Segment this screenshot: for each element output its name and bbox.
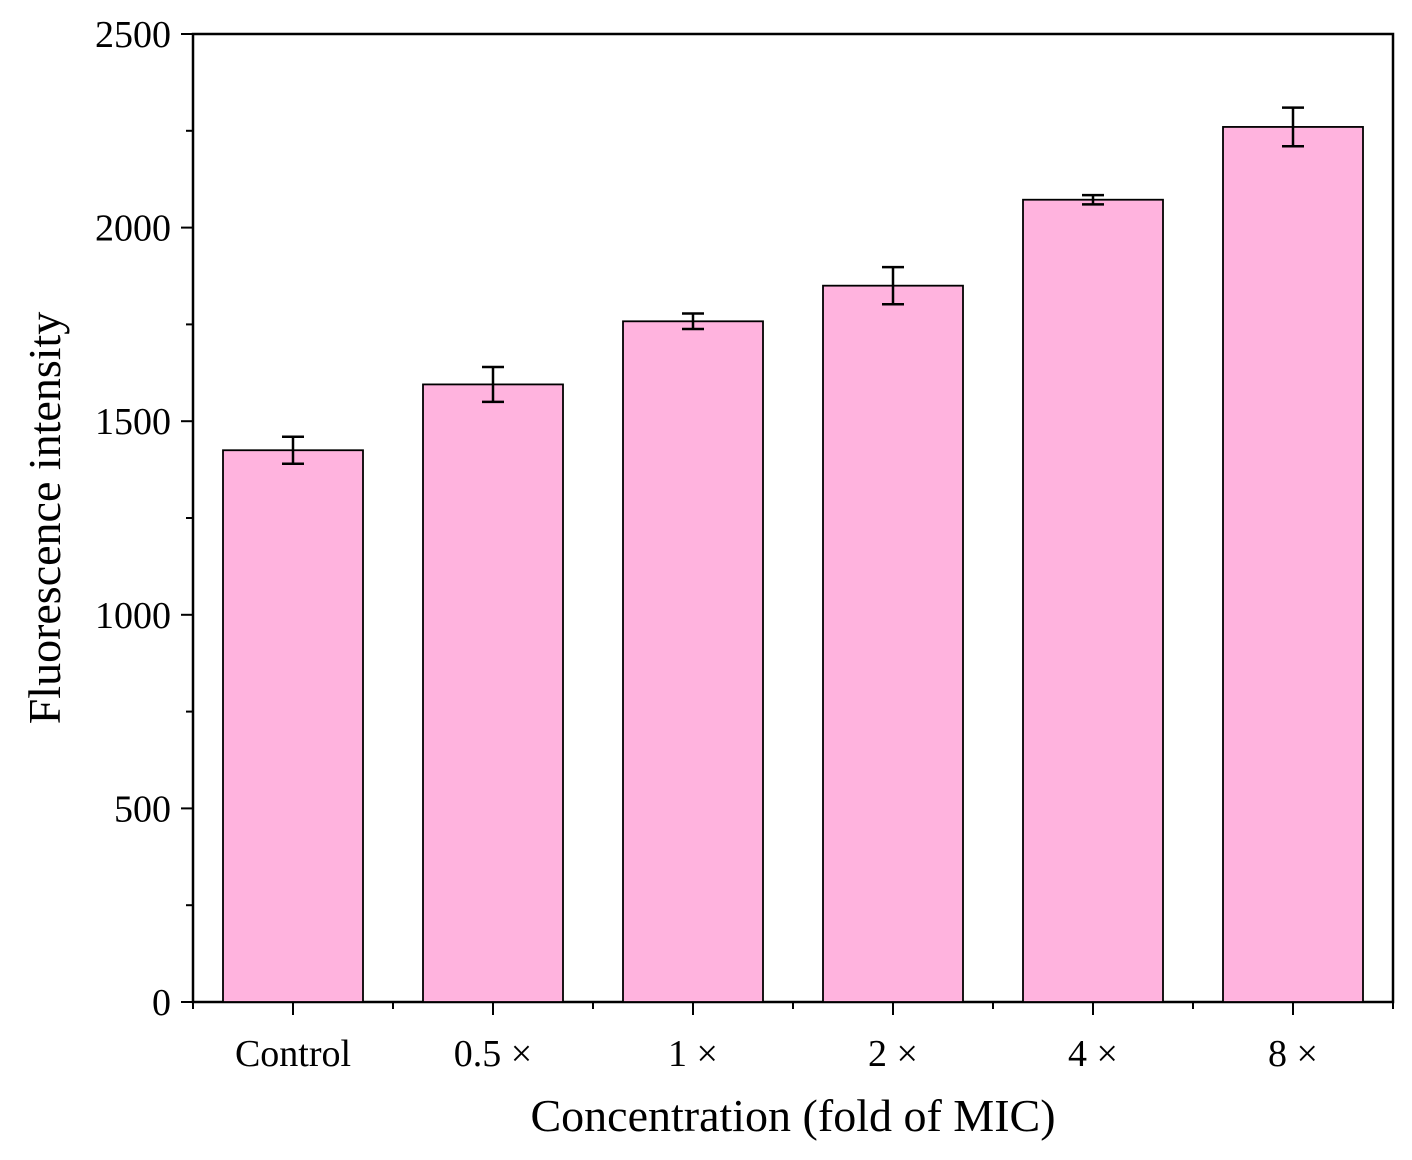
y-tick-label-3: 1500: [95, 401, 171, 443]
error-bar-5: [1282, 106, 1304, 148]
x-axis-title: Concentration (fold of MIC): [530, 1090, 1055, 1141]
bar-3: [822, 284, 964, 1003]
bar-4: [1022, 198, 1164, 1003]
error-bars-group: [282, 106, 1304, 466]
bars-group: [222, 126, 1364, 1003]
x-tick-label-1: 0.5 ×: [454, 1033, 532, 1075]
x-tick-label-2: 1 ×: [668, 1033, 718, 1075]
y-axis: 0 500 1000 1500 2000 2500: [95, 14, 193, 1024]
error-bar-1: [482, 365, 504, 404]
bar-0: [222, 449, 364, 1003]
bar-2: [622, 320, 764, 1003]
error-bar-2: [682, 312, 704, 331]
y-tick-label-0: 0: [152, 982, 171, 1024]
x-tick-label-5: 8 ×: [1268, 1033, 1318, 1075]
x-axis: Control 0.5 × 1 × 2 × 4 × 8 ×: [192, 1002, 1394, 1075]
bar-1: [422, 383, 564, 1003]
plot-border: [191, 32, 1395, 1004]
bar-5: [1222, 126, 1364, 1003]
y-tick-label-2: 1000: [95, 595, 171, 637]
error-bar-3: [882, 265, 904, 306]
x-tick-label-3: 2 ×: [868, 1033, 918, 1075]
y-axis-title: Fluorescence intensity: [19, 312, 70, 725]
y-tick-label-1: 500: [114, 788, 171, 830]
error-bar-4: [1082, 193, 1104, 206]
x-tick-label-0: Control: [235, 1033, 351, 1075]
error-bar-0: [282, 435, 304, 466]
plot-frame: [191, 32, 1395, 1004]
y-tick-label-5: 2500: [95, 14, 171, 56]
y-tick-label-4: 2000: [95, 208, 171, 250]
x-tick-label-4: 4 ×: [1068, 1033, 1118, 1075]
